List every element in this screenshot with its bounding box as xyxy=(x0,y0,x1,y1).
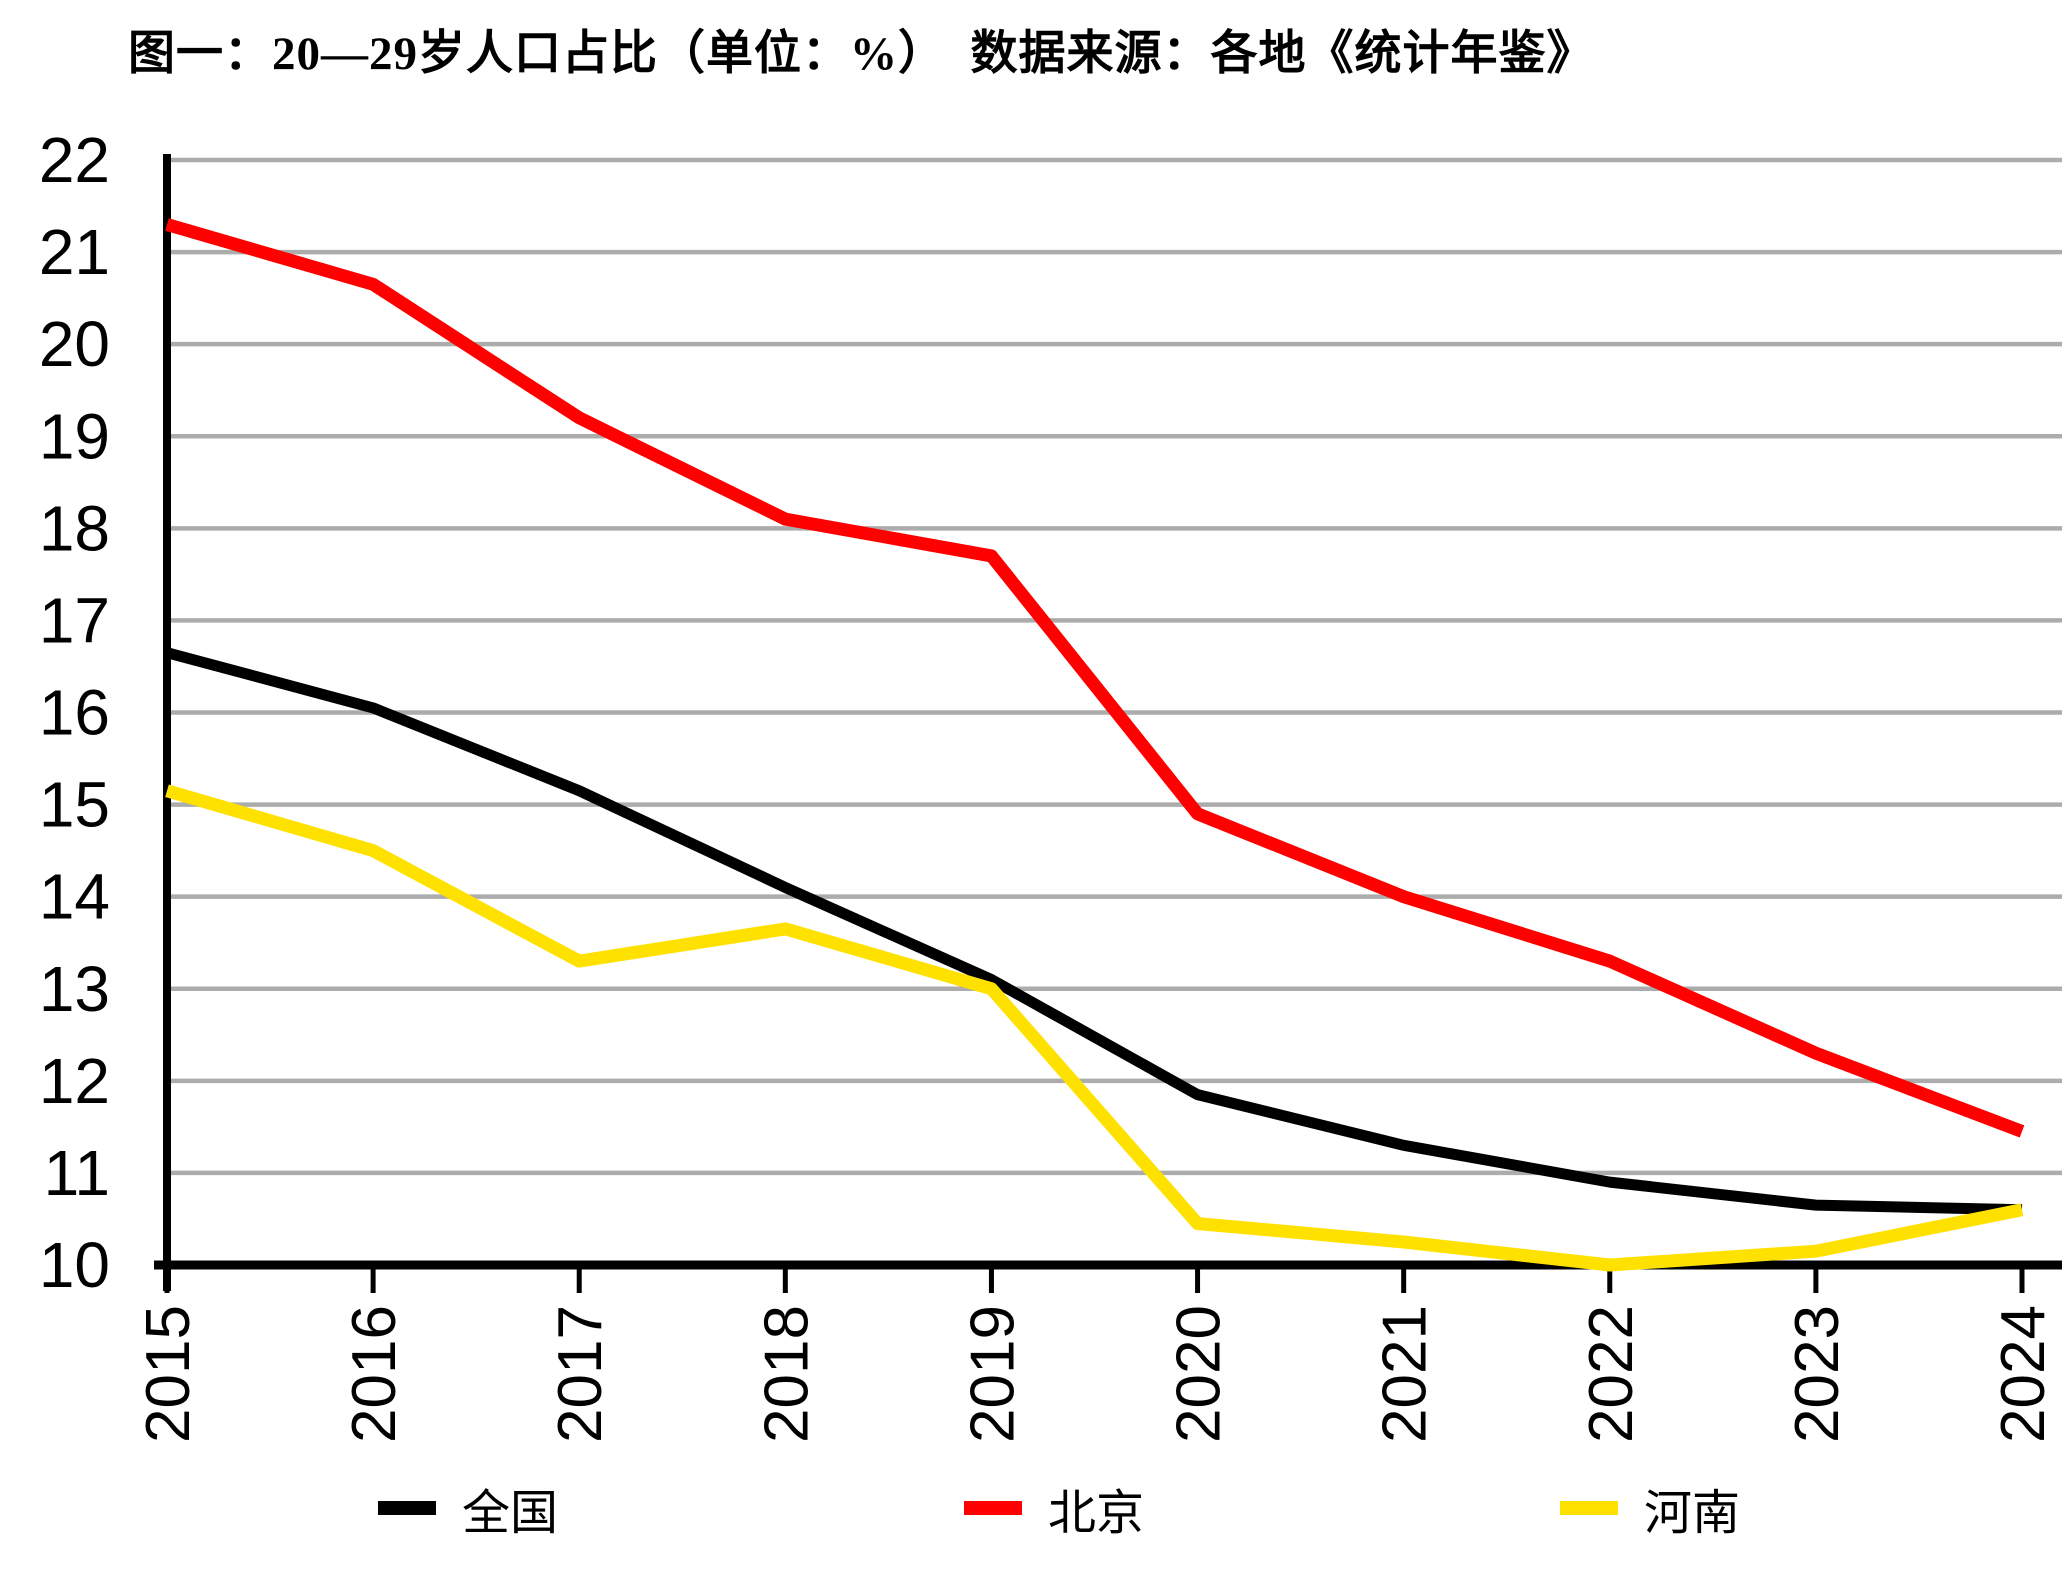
y-axis-label-12: 12 xyxy=(39,1045,110,1117)
chart-title: 图一：20—29岁人口占比（单位：%） 数据来源：各地《统计年鉴》 xyxy=(128,28,1595,80)
y-axis-label-20: 20 xyxy=(39,308,110,380)
y-axis-label-21: 21 xyxy=(39,216,110,288)
legend-item-0: 全国 xyxy=(378,1468,558,1548)
x-axis-label-2016: 2016 xyxy=(340,1305,409,1443)
x-axis-label-2024: 2024 xyxy=(1989,1305,2058,1443)
x-axis-label-2021: 2021 xyxy=(1371,1305,1440,1443)
legend: 全国 北京 河南 xyxy=(0,1468,2072,1548)
y-axis-label-10: 10 xyxy=(39,1229,110,1301)
y-axis-label-17: 17 xyxy=(39,584,110,656)
x-axis-label-2022: 2022 xyxy=(1577,1305,1646,1443)
legend-label-0: 全国 xyxy=(462,1487,559,1540)
y-axis-label-15: 15 xyxy=(39,769,110,841)
y-axis-label-14: 14 xyxy=(39,861,110,933)
x-axis-label-2019: 2019 xyxy=(958,1305,1027,1443)
y-axis-label-11: 11 xyxy=(44,1137,110,1209)
x-axis-label-2017: 2017 xyxy=(546,1305,615,1443)
series-line-2 xyxy=(165,784,2024,1272)
x-axis-label-2020: 2020 xyxy=(1165,1305,1234,1443)
legend-label-2: 河南 xyxy=(1644,1487,1741,1540)
x-axis-label-2015: 2015 xyxy=(134,1305,203,1443)
legend-swatch-2 xyxy=(1560,1501,1618,1515)
legend-swatch-0 xyxy=(378,1501,436,1515)
y-axis-label-19: 19 xyxy=(39,400,110,472)
series-line-1 xyxy=(165,218,2025,1138)
legend-item-2: 河南 xyxy=(1560,1468,1740,1548)
x-axis-label-2023: 2023 xyxy=(1783,1305,1852,1443)
y-axis-label-18: 18 xyxy=(39,492,110,564)
legend-swatch-1 xyxy=(964,1501,1022,1515)
legend-label-1: 北京 xyxy=(1048,1487,1145,1540)
y-axis-label-13: 13 xyxy=(39,953,110,1025)
series-line-0 xyxy=(165,647,2023,1216)
y-axis-label-22: 22 xyxy=(39,124,110,196)
x-axis-label-2018: 2018 xyxy=(752,1305,821,1443)
legend-item-1: 北京 xyxy=(964,1468,1144,1548)
y-axis-label-16: 16 xyxy=(39,677,110,749)
